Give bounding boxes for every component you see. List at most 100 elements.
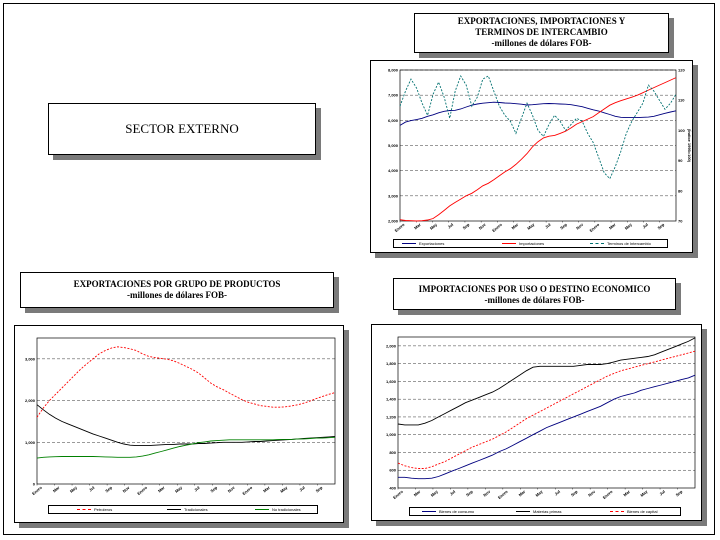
imports-x-tick-label: Nov [587,488,597,497]
imports-x-tick-label: Sep [675,489,684,498]
trade-x-tick-label: Mar [608,222,617,231]
exports-x-tick-label: May [279,484,289,493]
imports-y-tick-label: 1,000 [386,432,397,437]
imports-x-tick-label: Jul [658,489,666,497]
imports-x-tick-label: Enero [497,489,509,500]
imports-chart: 400 600 800 1,000 1,200 1,400 1,600 1,800 2,000 E… [371,324,702,521]
imports-x-tick-label: Nov [482,488,492,497]
trade-x-tick-label: May [429,221,439,230]
imports-x-tick-label: May [639,488,649,497]
trade-x-tick-label: May [624,221,634,230]
imports-x-tick-label: Enero [392,489,404,500]
trade-y-tick-label: 7,000 [388,93,399,98]
exports-plot-area [36,337,336,485]
exports-legend-item-0: Petroleros [77,507,112,513]
exports-x-tick-label: Enero [136,485,148,496]
imports-chart-title: IMPORTACIONES POR USO O DESTINO ECONOMIC… [393,278,676,310]
exports-x-tick-label: Nov [122,484,132,493]
exports-chart-legend: Petroleros Tradicionales No tradicionales [48,505,318,514]
exports-chart-title: EXPORTACIONES POR GRUPO DE PRODUCTOS -mi… [20,272,334,308]
exports-chart-svg: 0 1,000 2,000 3,000 Enero Mar May Jul Sep Nov Ener… [25,337,336,496]
imports-x-tick-label: Enero [602,489,614,500]
exports-legend-label: Tradicionales [184,507,208,512]
exports-y-tick-label: 2,000 [25,398,36,403]
trade-x-tick-label: Enero [491,222,503,233]
imports-x-tick-label: Mar [413,489,422,498]
trade-x-tick-label: Jul [544,222,552,230]
trade-x-tick-label: Sep [462,222,471,231]
imports-y-tick-label: 1,400 [386,397,397,402]
trade-legend-swatch [402,243,416,245]
imports-legend-swatch [610,511,624,513]
exports-series-2 [36,436,336,459]
imports-y-tick-label: 1,600 [386,379,397,384]
trade-x-tick-label: Mar [510,222,519,231]
trade-y2-tick-label: 120 [678,68,685,73]
exports-x-tick-label: Sep [209,485,218,494]
trade-y2-axis-label: (Índice 1995=100) [687,129,692,163]
trade-legend-label: Terminos de Intercambio [607,241,651,246]
trade-chart: 2,000 3,000 4,000 5,000 6,000 7,000 8,000 70 80 9… [370,60,693,253]
exports-y-tick-label: 1,000 [25,440,36,445]
exports-x-tick-label: Enero [241,485,253,496]
trade-x-tick-label: Enero [394,222,406,233]
trade-y2-tick-label: 70 [678,219,683,224]
exports-legend-swatch [167,509,181,511]
exports-legend-swatch [77,509,91,511]
trade-y-tick-label: 8,000 [388,68,399,73]
trade-y2-tick-label: 100 [678,128,685,133]
imports-y-tick-label: 1,800 [386,361,397,366]
imports-legend-item-1: Materias primas [516,509,561,515]
trade-title-line2: TERMINOS DE INTERCAMBIO [475,27,608,37]
trade-x-tick-label: Sep [559,222,568,231]
imports-y-tick-label: 800 [389,450,396,455]
imports-x-tick-label: Mar [622,489,631,498]
trade-chart-svg: 2,000 3,000 4,000 5,000 6,000 7,000 8,000 70 80 9… [388,68,692,234]
trade-x-tick-label: Enero [588,222,600,233]
exports-series-0 [36,346,336,418]
imports-legend-swatch [422,511,436,513]
exports-title-line2: -millones de dólares FOB- [126,290,228,300]
trade-x-tick-label: Nov [575,221,585,230]
imports-y-tick-label: 600 [389,468,396,473]
exports-x-tick-label: Sep [315,485,324,494]
trade-legend-swatch [502,243,516,245]
exports-legend-label: No tradicionales [272,507,301,512]
exports-y-tick-label: 3,000 [25,356,36,361]
imports-chart-legend: Bienes de consumo Materias primas Bienes d… [409,507,681,516]
imports-title-line2: -millones de dólares FOB- [484,295,585,305]
trade-series-0 [399,101,677,126]
trade-x-tick-label: Jul [641,222,649,230]
imports-legend-item-2: Bienes de capital [610,509,657,515]
exports-x-tick-label: Jul [88,485,96,493]
exports-x-tick-label: Mar [262,485,271,494]
exports-legend-item-1: Tradicionales [167,507,208,513]
trade-y2-tick-label: 110 [678,98,685,103]
imports-y-tick-label: 1,200 [386,414,397,419]
imports-x-tick-label: May [430,488,440,497]
imports-legend-label: Bienes de consumo [439,509,475,514]
exports-title-line1: EXPORTACIONES POR GRUPO DE PRODUCTOS [73,279,281,289]
imports-series-1 [397,337,696,426]
exports-x-tick-label: Nov [227,484,237,493]
trade-y-tick-label: 6,000 [388,118,399,123]
exports-x-tick-label: Jul [193,485,201,493]
trade-x-tick-label: Nov [478,221,488,230]
imports-legend-label: Bienes de capital [627,509,658,514]
exports-legend-item-2: No tradicionales [255,507,301,513]
imports-x-tick-label: Jul [553,489,561,497]
imports-x-tick-label: Mar [518,489,527,498]
exports-x-tick-label: Jul [298,485,306,493]
sector-title: SECTOR EXTERNO [48,103,316,155]
imports-chart-svg: 400 600 800 1,000 1,200 1,400 1,600 1,800 2,000 E… [386,336,696,500]
trade-x-tick-label: Jul [447,222,455,230]
trade-title-line3: -millones de dólares FOB- [491,38,592,48]
imports-series-2 [397,350,696,469]
exports-x-tick-label: Mar [157,485,166,494]
imports-x-tick-label: Jul [449,489,457,497]
trade-legend-item-2: Terminos de Intercambio [590,241,651,247]
trade-y-tick-label: 4,000 [388,168,399,173]
trade-legend-label: Exportaciones [419,241,445,246]
exports-x-tick-label: May [174,484,184,493]
imports-series-0 [398,374,696,480]
